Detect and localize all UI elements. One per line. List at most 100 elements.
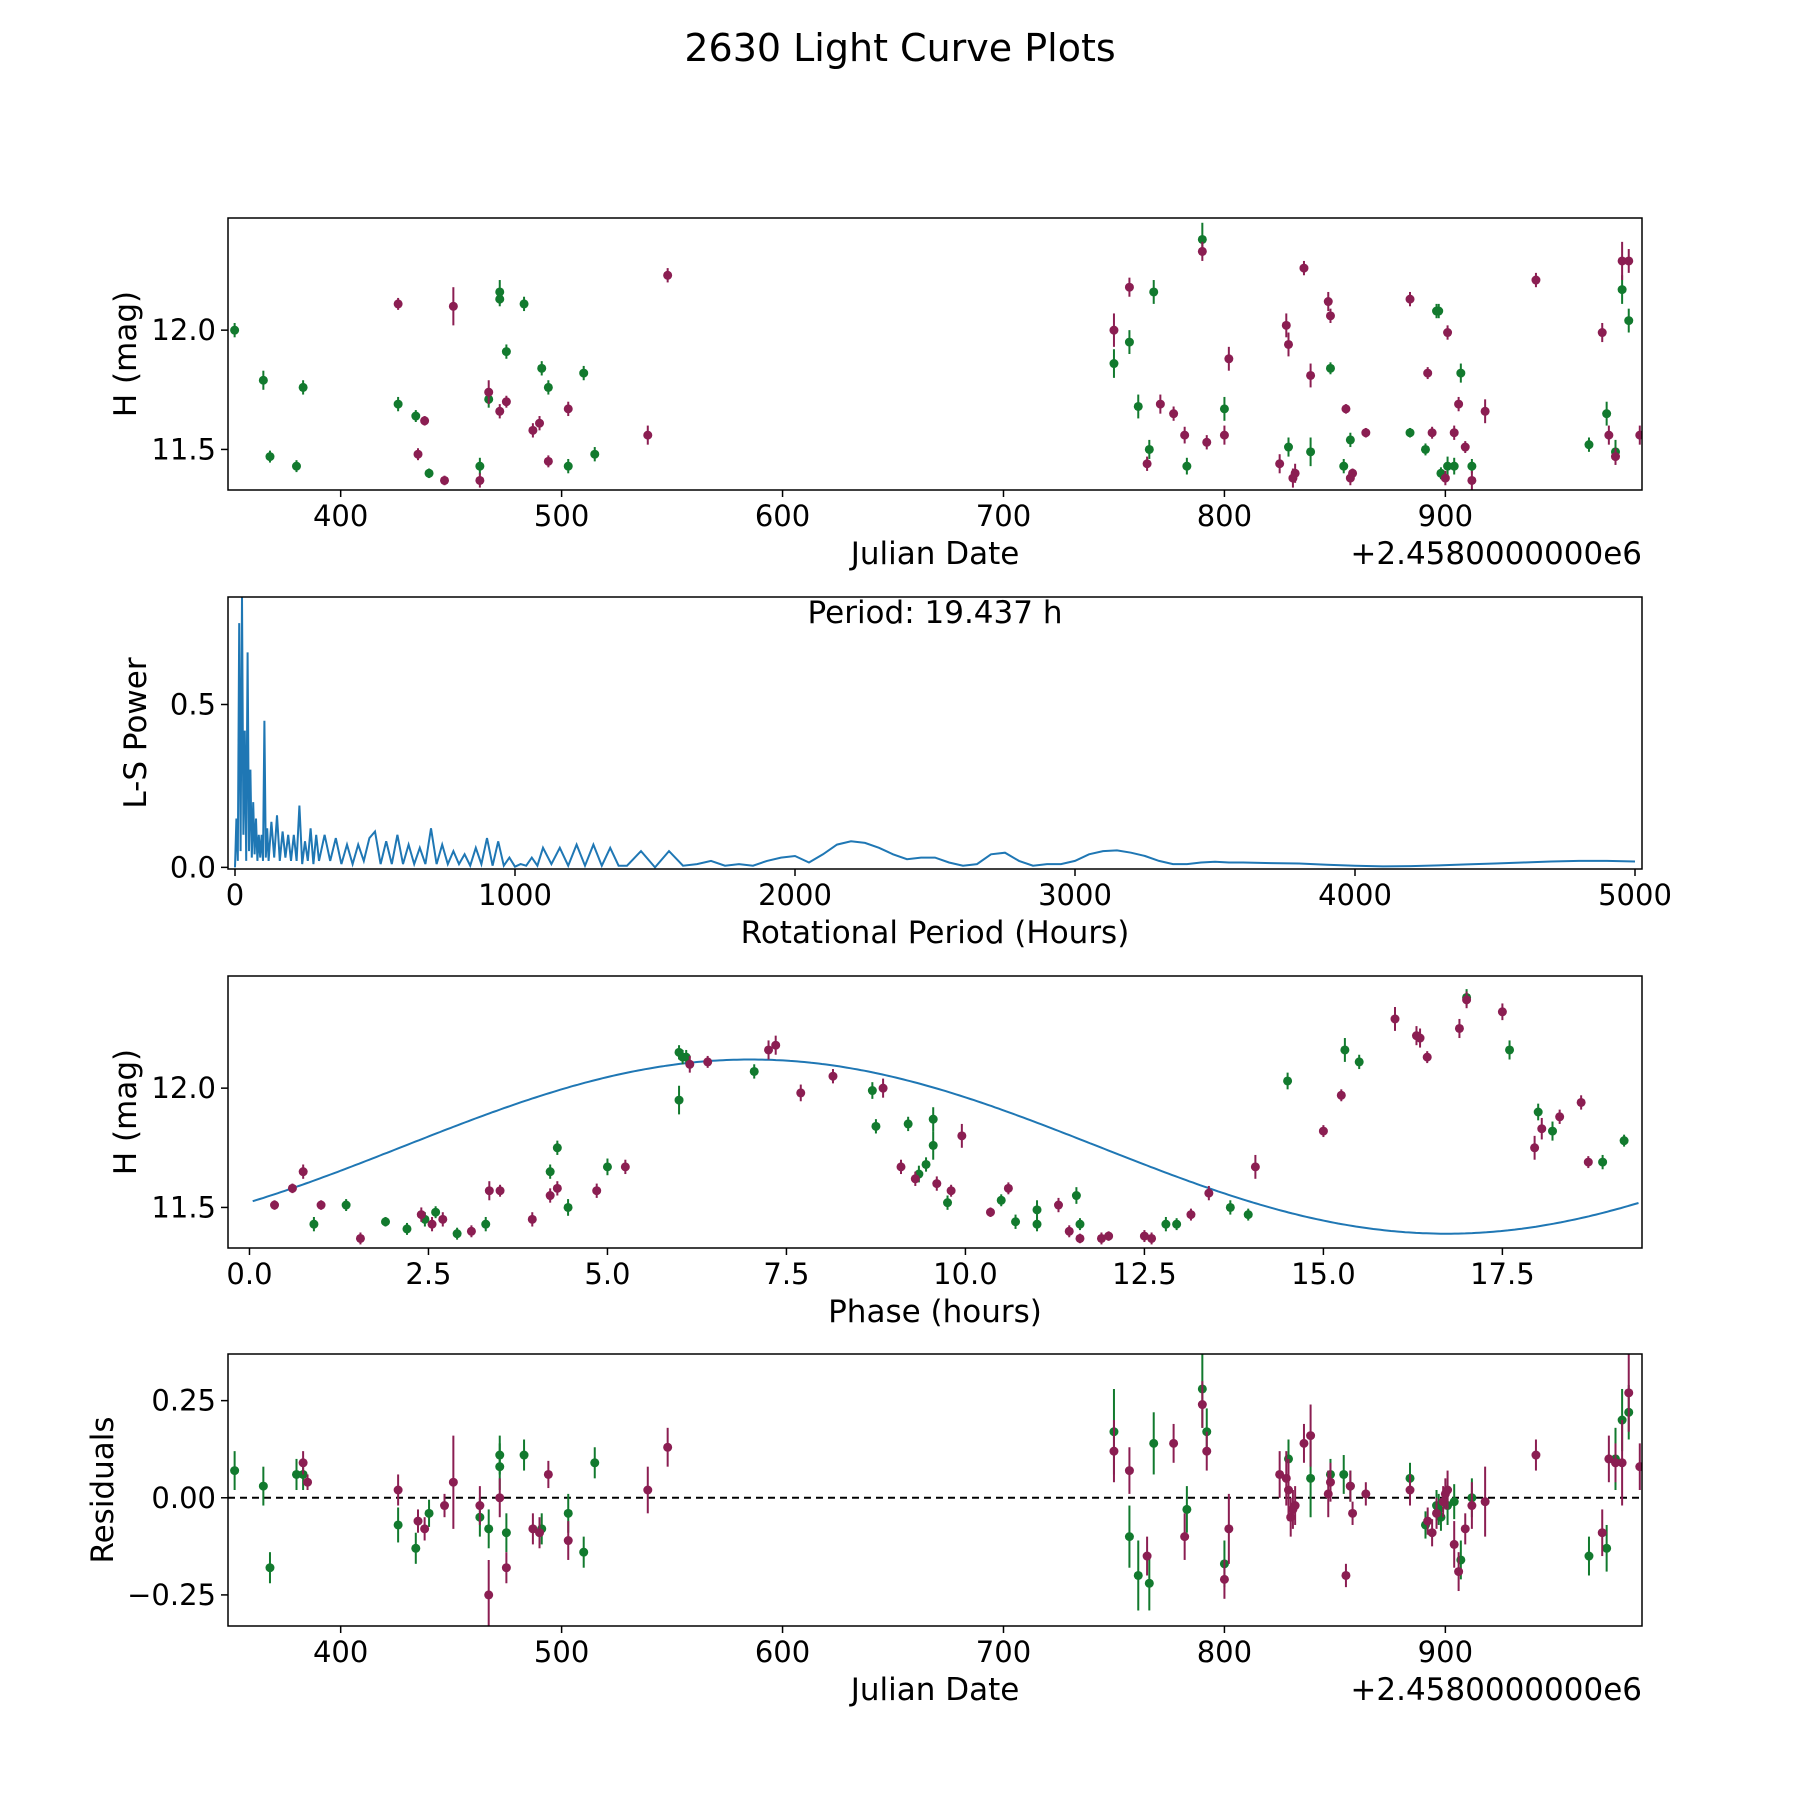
data-point-purple [1219,1574,1229,1584]
data-point-purple [1299,263,1309,273]
data-point-purple [764,1045,774,1055]
data-point-purple [1224,354,1234,364]
x-tick-label: 700 [976,499,1031,533]
y-axis-label: Residuals [85,1416,121,1563]
data-point-green [501,347,511,357]
data-point-purple [1325,1477,1335,1487]
data-point-green [1133,401,1143,411]
model-curve [252,1058,1639,1235]
x-tick-label: 600 [755,499,810,533]
data-point-purple [475,475,485,485]
data-point-green [921,1159,931,1169]
data-point-purple [1415,1033,1425,1043]
data-point-purple [1530,1143,1540,1153]
data-point-green [1602,1543,1612,1553]
data-point-purple [1142,459,1152,469]
data-point-purple [1440,473,1450,483]
y-tick-label: 0.0 [170,850,216,884]
data-point-purple [413,1516,423,1526]
y-tick-label: 12.0 [151,313,216,347]
data-point-green [452,1229,462,1239]
data-point-green [867,1086,877,1096]
data-point-purple [543,1469,553,1479]
data-point-purple [592,1186,602,1196]
x-tick-label: 2.5 [405,1257,451,1291]
data-point-purple [1462,995,1472,1005]
x-tick-label: 400 [313,1635,368,1669]
x-tick-label: 1000 [478,878,552,912]
data-point-purple [1290,1501,1300,1511]
data-point-purple [1186,1210,1196,1220]
data-point-purple [1480,406,1490,416]
x-tick-label: 5000 [1598,878,1672,912]
data-point-green [1449,461,1459,471]
data-point-purple [1604,430,1614,440]
data-point-green [1149,1438,1159,1448]
data-point-purple [1454,1023,1464,1033]
data-point-purple [287,1183,297,1193]
x-tick-label: 500 [534,499,589,533]
data-point-green [552,1143,562,1153]
data-point-purple [1104,1231,1114,1241]
x-axis-label: Julian Date [849,536,1020,572]
data-point-purple [448,1477,458,1487]
data-point-purple [495,1186,505,1196]
y-tick-label: 0.25 [151,1384,216,1418]
data-point-green [1584,1551,1594,1561]
data-point-purple [543,456,553,466]
data-point-green [590,1458,600,1468]
data-point-purple [1427,1528,1437,1538]
y-tick-label: −0.25 [127,1578,216,1612]
data-point-purple [1597,328,1607,338]
data-point-green [1598,1157,1608,1167]
data-point-green [291,461,301,471]
data-point-purple [438,1214,448,1224]
data-point-purple [1617,256,1627,266]
data-point-purple [1139,1231,1149,1241]
data-point-purple [501,1563,511,1573]
data-point-purple [1555,1112,1565,1122]
data-point-purple [545,1191,555,1201]
data-point-purple [643,430,653,440]
data-point-purple [1290,468,1300,478]
data-point-purple [420,1524,430,1534]
data-point-green [411,1543,421,1553]
data-point-green [1467,461,1477,471]
data-point-purple [535,1528,545,1538]
data-point-purple [1635,1462,1642,1472]
data-point-purple [484,387,494,397]
data-point-purple [1275,459,1285,469]
data-point-purple [440,1501,450,1511]
data-point-purple [1341,1570,1351,1580]
data-point-green [563,1508,573,1518]
data-point-purple [303,1477,313,1487]
data-point-green [903,1119,913,1129]
data-point-purple [1405,1485,1415,1495]
data-point-green [411,411,421,421]
x-tick-label: 17.5 [1470,1257,1535,1291]
x-tick-label: 15.0 [1291,1257,1356,1291]
data-point-green [1149,287,1159,297]
data-point-green [1133,1570,1143,1580]
data-point-green [258,1481,268,1491]
plot-area [230,222,1642,490]
data-point-purple [932,1179,942,1189]
data-point-purple [527,1214,537,1224]
data-point-purple [552,1183,562,1193]
data-point-green [1011,1217,1021,1227]
data-point-purple [946,1186,956,1196]
y-axis-label: H (mag) [108,1049,144,1175]
data-point-purple [1064,1226,1074,1236]
x-axis-label: Rotational Period (Hours) [741,915,1130,951]
data-point-purple [563,1536,573,1546]
panel-residuals: 400 500 600 700 800 900 0.25 0.00 −0.25 Julian Da… [85,1353,1643,1708]
data-point-green [484,1524,494,1534]
data-point-purple [1480,1497,1490,1507]
plot-area [228,1354,1642,1626]
data-point-green [298,382,308,392]
data-point-purple [1306,370,1316,380]
data-point-green [563,461,573,471]
y-tick-label: 11.5 [151,432,216,466]
data-point-purple [1096,1233,1106,1243]
x-tick-label: 4000 [1318,878,1392,912]
